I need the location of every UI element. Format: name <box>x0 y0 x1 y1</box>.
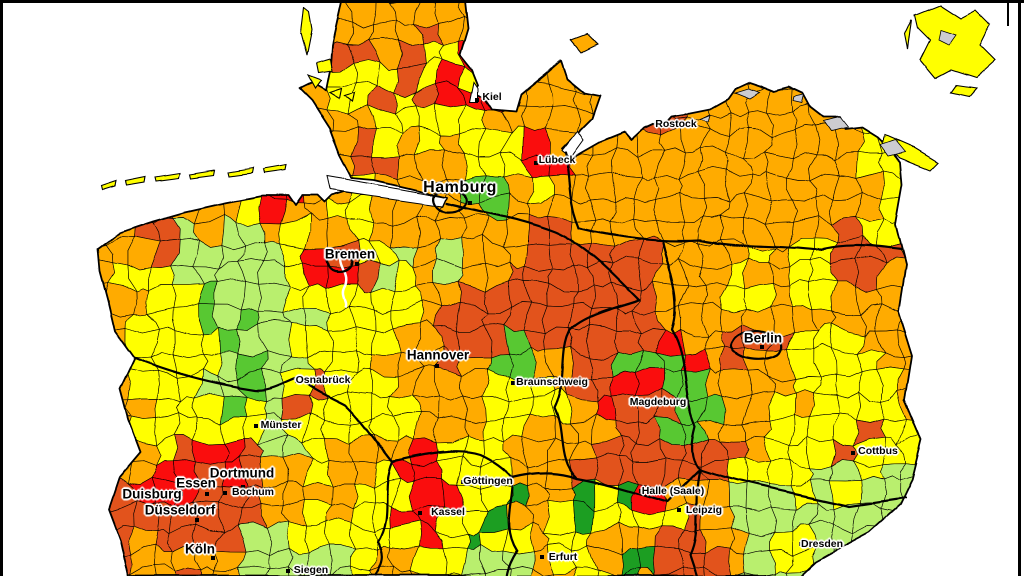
map-frame-corner-mark <box>1007 0 1009 26</box>
map-frame-top <box>0 0 1024 3</box>
map-frame-left <box>0 0 3 576</box>
map-frame-right <box>1018 0 1021 576</box>
